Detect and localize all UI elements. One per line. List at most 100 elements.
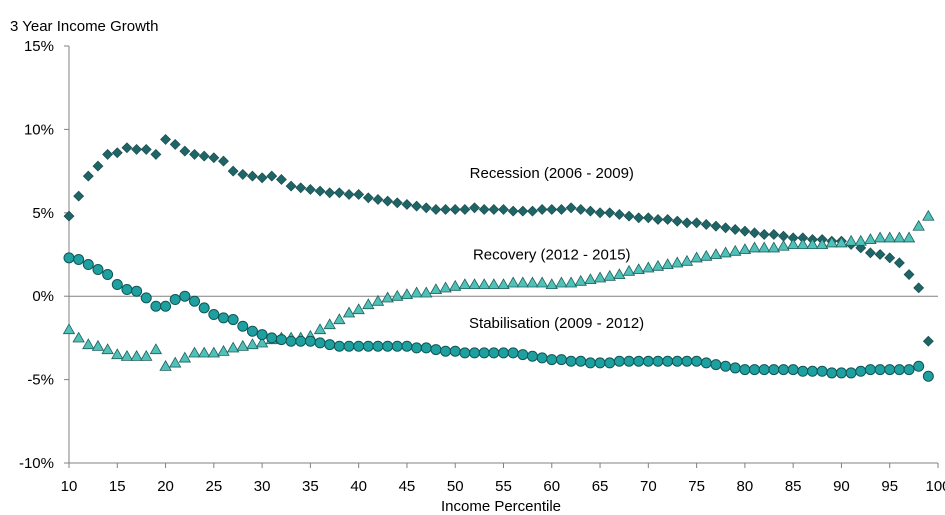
stabilisation-point (324, 339, 336, 351)
recovery-point (333, 313, 346, 325)
recovery-point (729, 244, 742, 256)
x-tick-label: 30 (254, 478, 271, 495)
stabilisation-point (217, 312, 229, 324)
stabilisation-point (295, 335, 307, 347)
stabilisation-point (720, 360, 732, 372)
recovery-point (506, 276, 520, 288)
recovery-point (632, 263, 645, 275)
recession-point (382, 195, 394, 207)
series-triangle (62, 209, 935, 371)
stabilisation-point (304, 335, 316, 347)
stabilisation-point (411, 342, 423, 354)
stabilisation-point (700, 357, 712, 369)
stabilisation-point (584, 357, 596, 369)
stabilisation-point (121, 284, 133, 296)
recovery-point (477, 278, 491, 290)
recovery-point (82, 338, 95, 350)
stabilisation-point (874, 364, 886, 376)
recession-point (247, 170, 258, 182)
recovery-point (748, 241, 761, 253)
recovery-point (864, 233, 877, 245)
stabilisation-point (111, 279, 123, 291)
recession-point (729, 224, 741, 235)
recession-point (304, 184, 316, 195)
recovery-point (593, 271, 607, 283)
recession-point (739, 225, 751, 237)
recession-point (179, 145, 191, 157)
recession-point (420, 202, 432, 214)
stabilisation-point (768, 364, 780, 376)
stabilisation-point (893, 364, 905, 376)
stabilisation-point (150, 300, 162, 312)
recession-point (575, 204, 587, 215)
recovery-point (391, 289, 404, 301)
x-tick-label: 95 (881, 478, 898, 495)
stabilisation-point (420, 342, 432, 354)
recovery-point (661, 258, 674, 270)
recovery-point (873, 231, 887, 243)
stabilisation-point (864, 364, 876, 376)
recession-point (121, 142, 133, 154)
recovery-point (313, 323, 327, 335)
recovery-point (149, 343, 163, 355)
stabilisation-point (160, 300, 172, 312)
recession-point (314, 185, 326, 197)
x-tick-label: 25 (205, 478, 222, 495)
recession-point (623, 210, 635, 222)
recession-point (411, 200, 423, 212)
stabilisation-point (73, 254, 85, 266)
recession-point (459, 204, 471, 215)
recovery-point (796, 238, 810, 250)
stabilisation-point (314, 337, 326, 349)
recovery-point (758, 241, 771, 253)
stabilisation-point (749, 364, 761, 376)
stabilisation-point (575, 355, 587, 367)
stabilisation-point (623, 355, 635, 367)
recovery-point (767, 241, 781, 253)
stabilisation-point (391, 340, 403, 352)
recession-point (498, 204, 509, 215)
recession-point (710, 220, 722, 232)
stabilisation-point (333, 340, 345, 352)
recovery-point (700, 249, 713, 261)
recession-point (903, 269, 915, 280)
stabilisation-point (642, 355, 654, 367)
recovery-point (217, 344, 230, 356)
stabilisation-point (353, 340, 365, 352)
recession-point (864, 247, 876, 259)
recession-point (160, 133, 171, 145)
recovery-point (564, 276, 578, 288)
recession-point (440, 204, 451, 215)
y-tick-label: 10% (24, 121, 54, 138)
recovery-point (120, 349, 134, 361)
recession-point (700, 219, 712, 230)
stabilisation-point (488, 347, 500, 359)
y-axis-title: 3 Year Income Growth (10, 18, 158, 35)
recovery-point (806, 238, 819, 250)
stabilisation-point (237, 320, 249, 332)
x-tick-label: 70 (640, 478, 657, 495)
recession-point (768, 229, 780, 240)
x-tick-label: 45 (399, 478, 416, 495)
recession-point (556, 204, 567, 215)
recession-point (82, 170, 94, 182)
recession-point (749, 227, 760, 239)
recession-point (633, 212, 645, 224)
stabilisation-point (189, 295, 201, 307)
stabilisation-point (913, 360, 925, 372)
recession-point (922, 335, 934, 347)
recovery-point (178, 351, 192, 363)
recession-point (150, 148, 162, 160)
recovery-point (352, 303, 365, 315)
recession-point (295, 182, 307, 194)
recovery-point (651, 259, 665, 271)
recovery-point (574, 274, 587, 286)
recession-point (372, 194, 384, 205)
stabilisation-point (102, 269, 114, 281)
recovery-point (487, 278, 501, 290)
recession-point (63, 210, 75, 222)
stabilisation-point (507, 347, 519, 359)
recession-point (536, 204, 548, 215)
recession-point (275, 174, 287, 185)
series-annotation: Recovery (2012 - 2015) (473, 247, 631, 264)
